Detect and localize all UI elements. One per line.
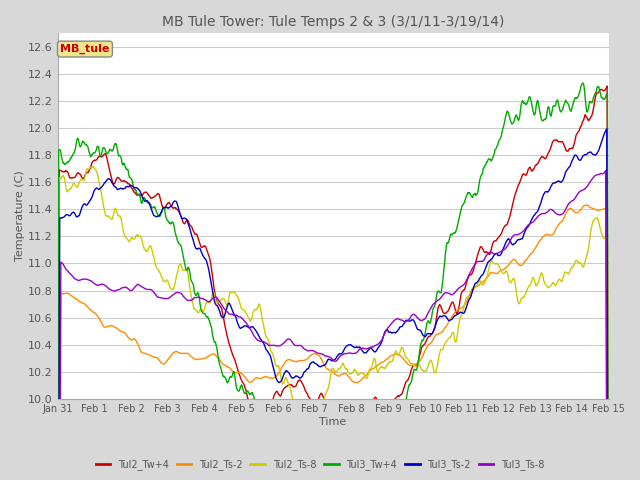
Legend: Tul2_Tw+4, Tul2_Ts-2, Tul2_Ts-8, Tul3_Tw+4, Tul3_Ts-2, Tul3_Ts-8: Tul2_Tw+4, Tul2_Ts-2, Tul2_Ts-8, Tul3_Tw… <box>92 456 548 474</box>
X-axis label: Time: Time <box>319 417 347 427</box>
Text: MB_tule: MB_tule <box>60 44 109 54</box>
Title: MB Tule Tower: Tule Temps 2 & 3 (3/1/11-3/19/14): MB Tule Tower: Tule Temps 2 & 3 (3/1/11-… <box>162 15 504 29</box>
Y-axis label: Temperature (C): Temperature (C) <box>15 170 25 261</box>
